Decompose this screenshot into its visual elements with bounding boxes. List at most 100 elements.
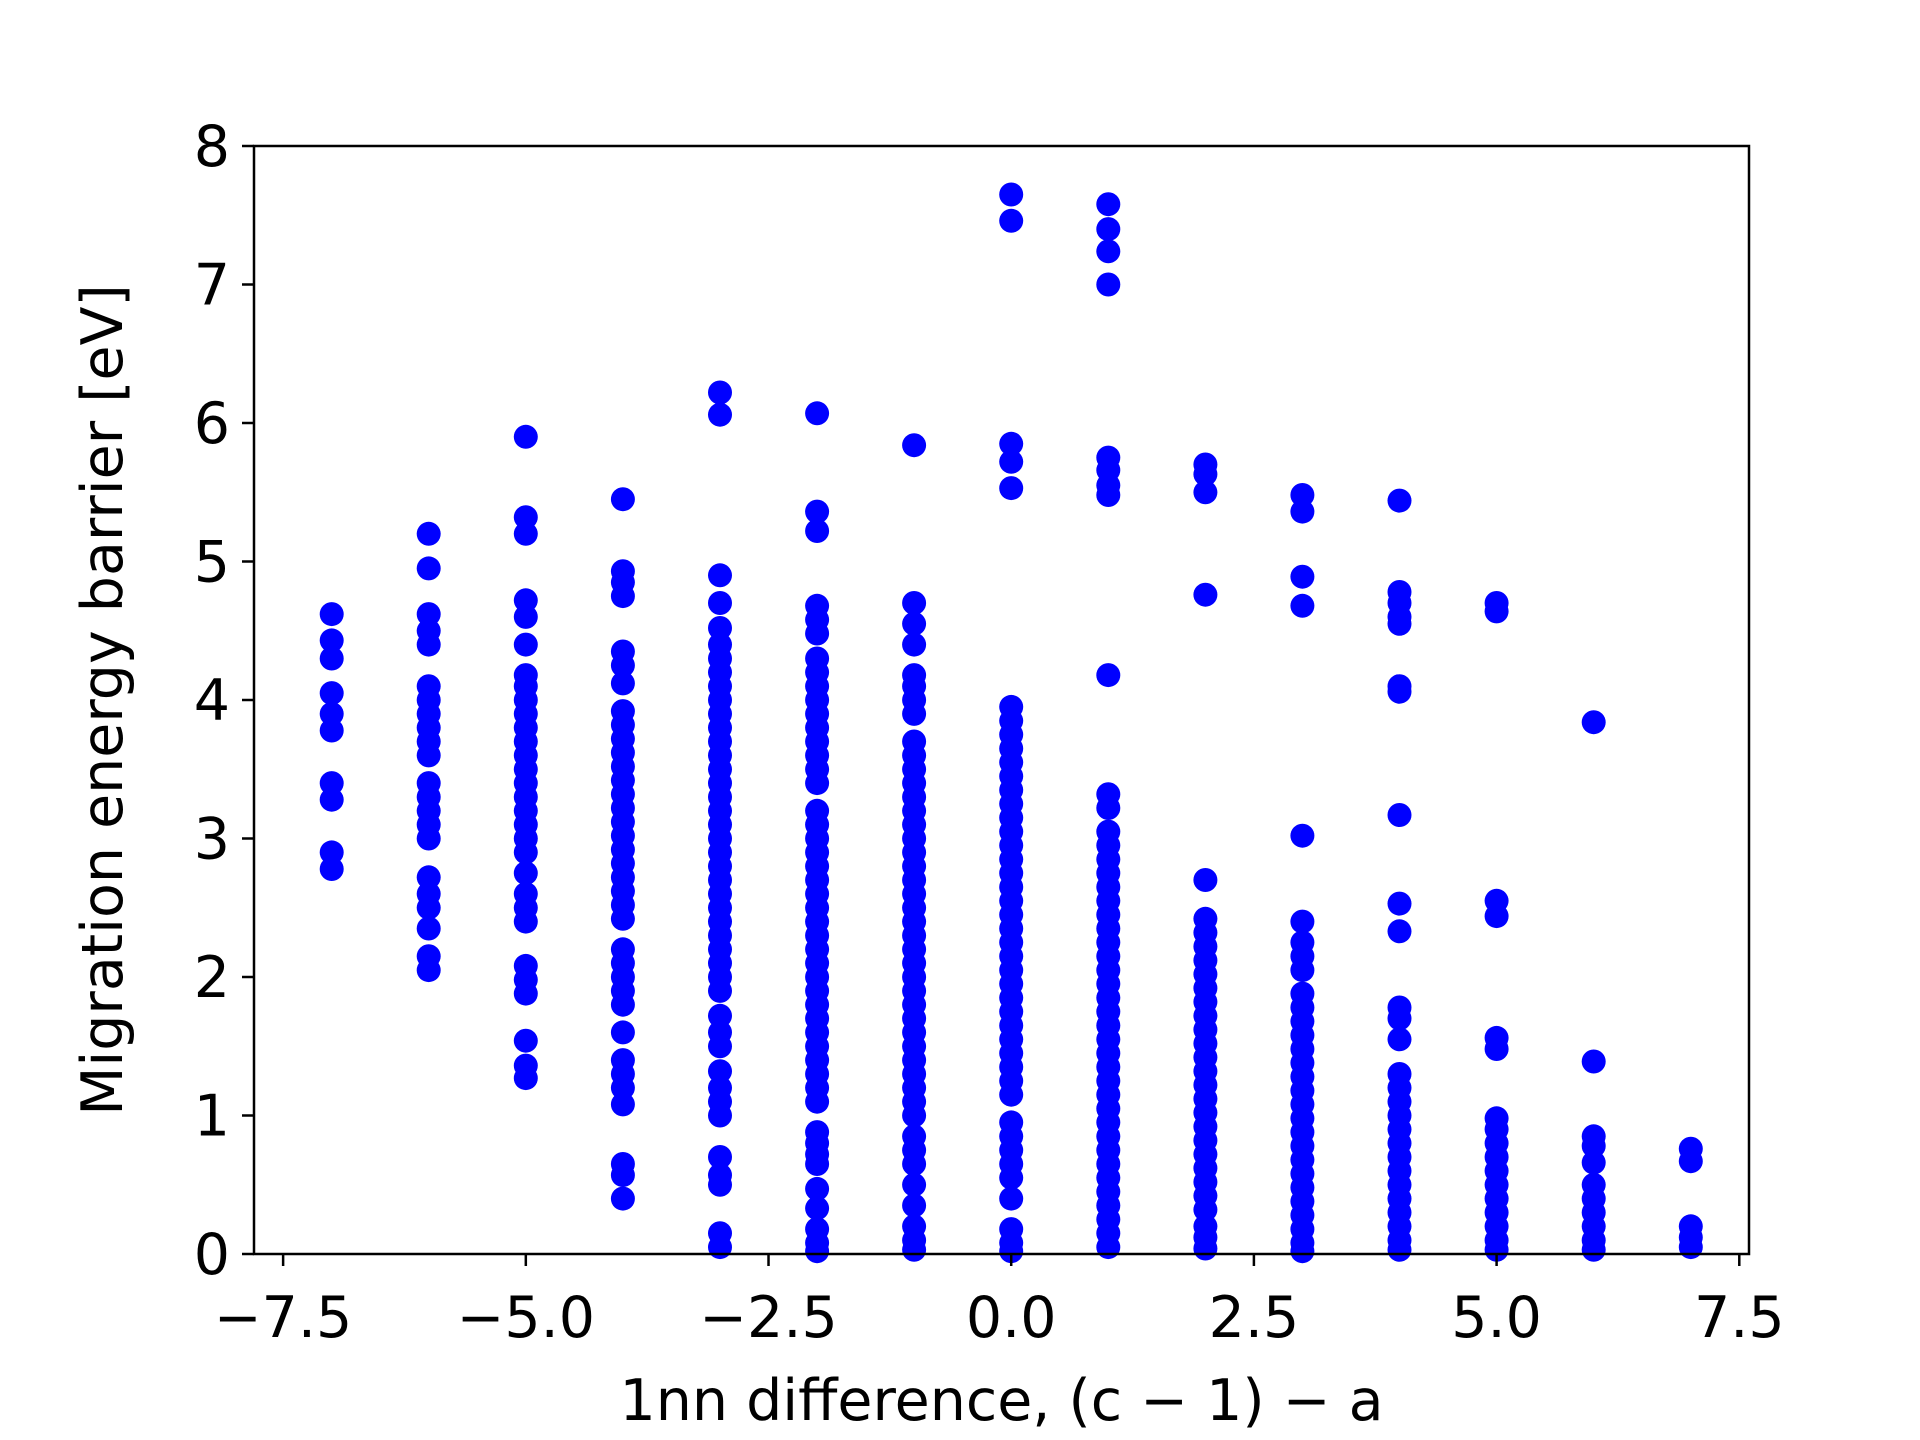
data-point <box>708 1034 732 1059</box>
data-point <box>708 978 732 1003</box>
data-point <box>319 840 344 865</box>
data-point <box>513 909 538 934</box>
data-point <box>610 653 635 678</box>
data-point <box>1096 192 1121 217</box>
data-point <box>999 1186 1024 1211</box>
data-point <box>1387 891 1412 916</box>
y-axis-ticks: 0 1 2 3 4 5 6 7 8 <box>194 114 254 1288</box>
data-point <box>708 1003 732 1028</box>
data-point <box>416 556 441 581</box>
data-point <box>1290 564 1315 589</box>
data-point <box>319 602 344 627</box>
data-point <box>902 1237 927 1262</box>
data-point <box>319 771 344 796</box>
data-point <box>1193 1236 1218 1261</box>
data-point <box>610 1020 635 1045</box>
data-point <box>610 1186 635 1211</box>
data-point <box>1290 499 1315 524</box>
data-point <box>902 1172 927 1197</box>
data-point <box>1484 1037 1509 1061</box>
data-point <box>319 701 344 726</box>
data-point <box>610 992 635 1017</box>
data-point <box>1581 1237 1606 1262</box>
data-point <box>708 1103 732 1128</box>
data-point <box>902 632 927 657</box>
x-tick-label: −7.5 <box>214 1285 352 1351</box>
data-point <box>708 616 732 640</box>
data-point <box>610 671 635 696</box>
data-point <box>708 380 732 405</box>
data-point <box>1290 823 1315 848</box>
data-point <box>999 208 1024 233</box>
data-point <box>416 958 441 983</box>
data-point <box>416 895 441 920</box>
y-tick-label: 0 <box>194 1222 230 1288</box>
data-point <box>1581 1049 1606 1074</box>
x-tick-label: −2.5 <box>699 1285 837 1351</box>
data-point <box>319 681 344 706</box>
data-point <box>513 632 538 657</box>
data-point <box>999 449 1024 474</box>
data-point <box>1581 1134 1606 1158</box>
data-point <box>513 981 538 1006</box>
data-point <box>1290 483 1315 507</box>
data-point <box>1193 462 1218 487</box>
data-point <box>902 611 927 636</box>
data-point <box>902 1103 927 1128</box>
data-point <box>1484 599 1509 624</box>
data-point <box>1096 1235 1121 1260</box>
data-point <box>513 424 538 449</box>
data-point <box>319 787 344 812</box>
data-point <box>708 1145 732 1169</box>
data-point <box>1581 710 1606 735</box>
data-point <box>805 1089 830 1114</box>
data-point <box>513 505 538 530</box>
data-point <box>416 602 441 627</box>
x-tick-label: 2.5 <box>1209 1285 1300 1351</box>
y-tick-label: 3 <box>194 807 230 873</box>
data-point <box>513 604 538 629</box>
data-point <box>1193 1197 1218 1222</box>
data-point <box>610 906 635 931</box>
data-point <box>708 402 732 427</box>
data-point <box>708 1059 732 1084</box>
data-point <box>610 1092 635 1117</box>
data-point <box>999 476 1024 501</box>
data-point <box>416 916 441 941</box>
data-point <box>1387 919 1412 944</box>
data-point <box>319 646 344 671</box>
data-point <box>999 1165 1024 1190</box>
y-tick-label: 4 <box>194 668 230 734</box>
data-point <box>999 1082 1024 1107</box>
data-point <box>805 1176 830 1201</box>
data-point <box>1290 1239 1315 1264</box>
data-point <box>999 182 1024 207</box>
data-point <box>1290 909 1315 934</box>
data-point <box>1193 480 1218 505</box>
y-tick-label: 5 <box>194 530 230 596</box>
data-point <box>610 487 635 512</box>
data-point <box>805 519 830 543</box>
data-point <box>513 840 538 865</box>
data-point <box>416 743 441 768</box>
data-point <box>805 771 830 796</box>
x-tick-label: 0.0 <box>966 1285 1057 1351</box>
data-point <box>805 499 830 524</box>
data-point <box>902 701 927 726</box>
y-axis-title: Migration energy barrier [eV] <box>70 284 136 1116</box>
x-tick-label: −5.0 <box>457 1285 595 1351</box>
data-point <box>610 1163 635 1188</box>
data-point <box>902 591 927 615</box>
data-point <box>1484 1237 1509 1262</box>
data-point <box>513 588 538 613</box>
data-point <box>610 584 635 609</box>
data-point <box>416 865 441 890</box>
data-point <box>902 1193 927 1218</box>
data-point <box>1387 1006 1412 1031</box>
x-tick-label: 7.5 <box>1694 1285 1785 1351</box>
x-tick-label: 5.0 <box>1451 1285 1542 1351</box>
y-tick-label: 2 <box>194 945 230 1011</box>
data-point <box>999 1239 1024 1264</box>
